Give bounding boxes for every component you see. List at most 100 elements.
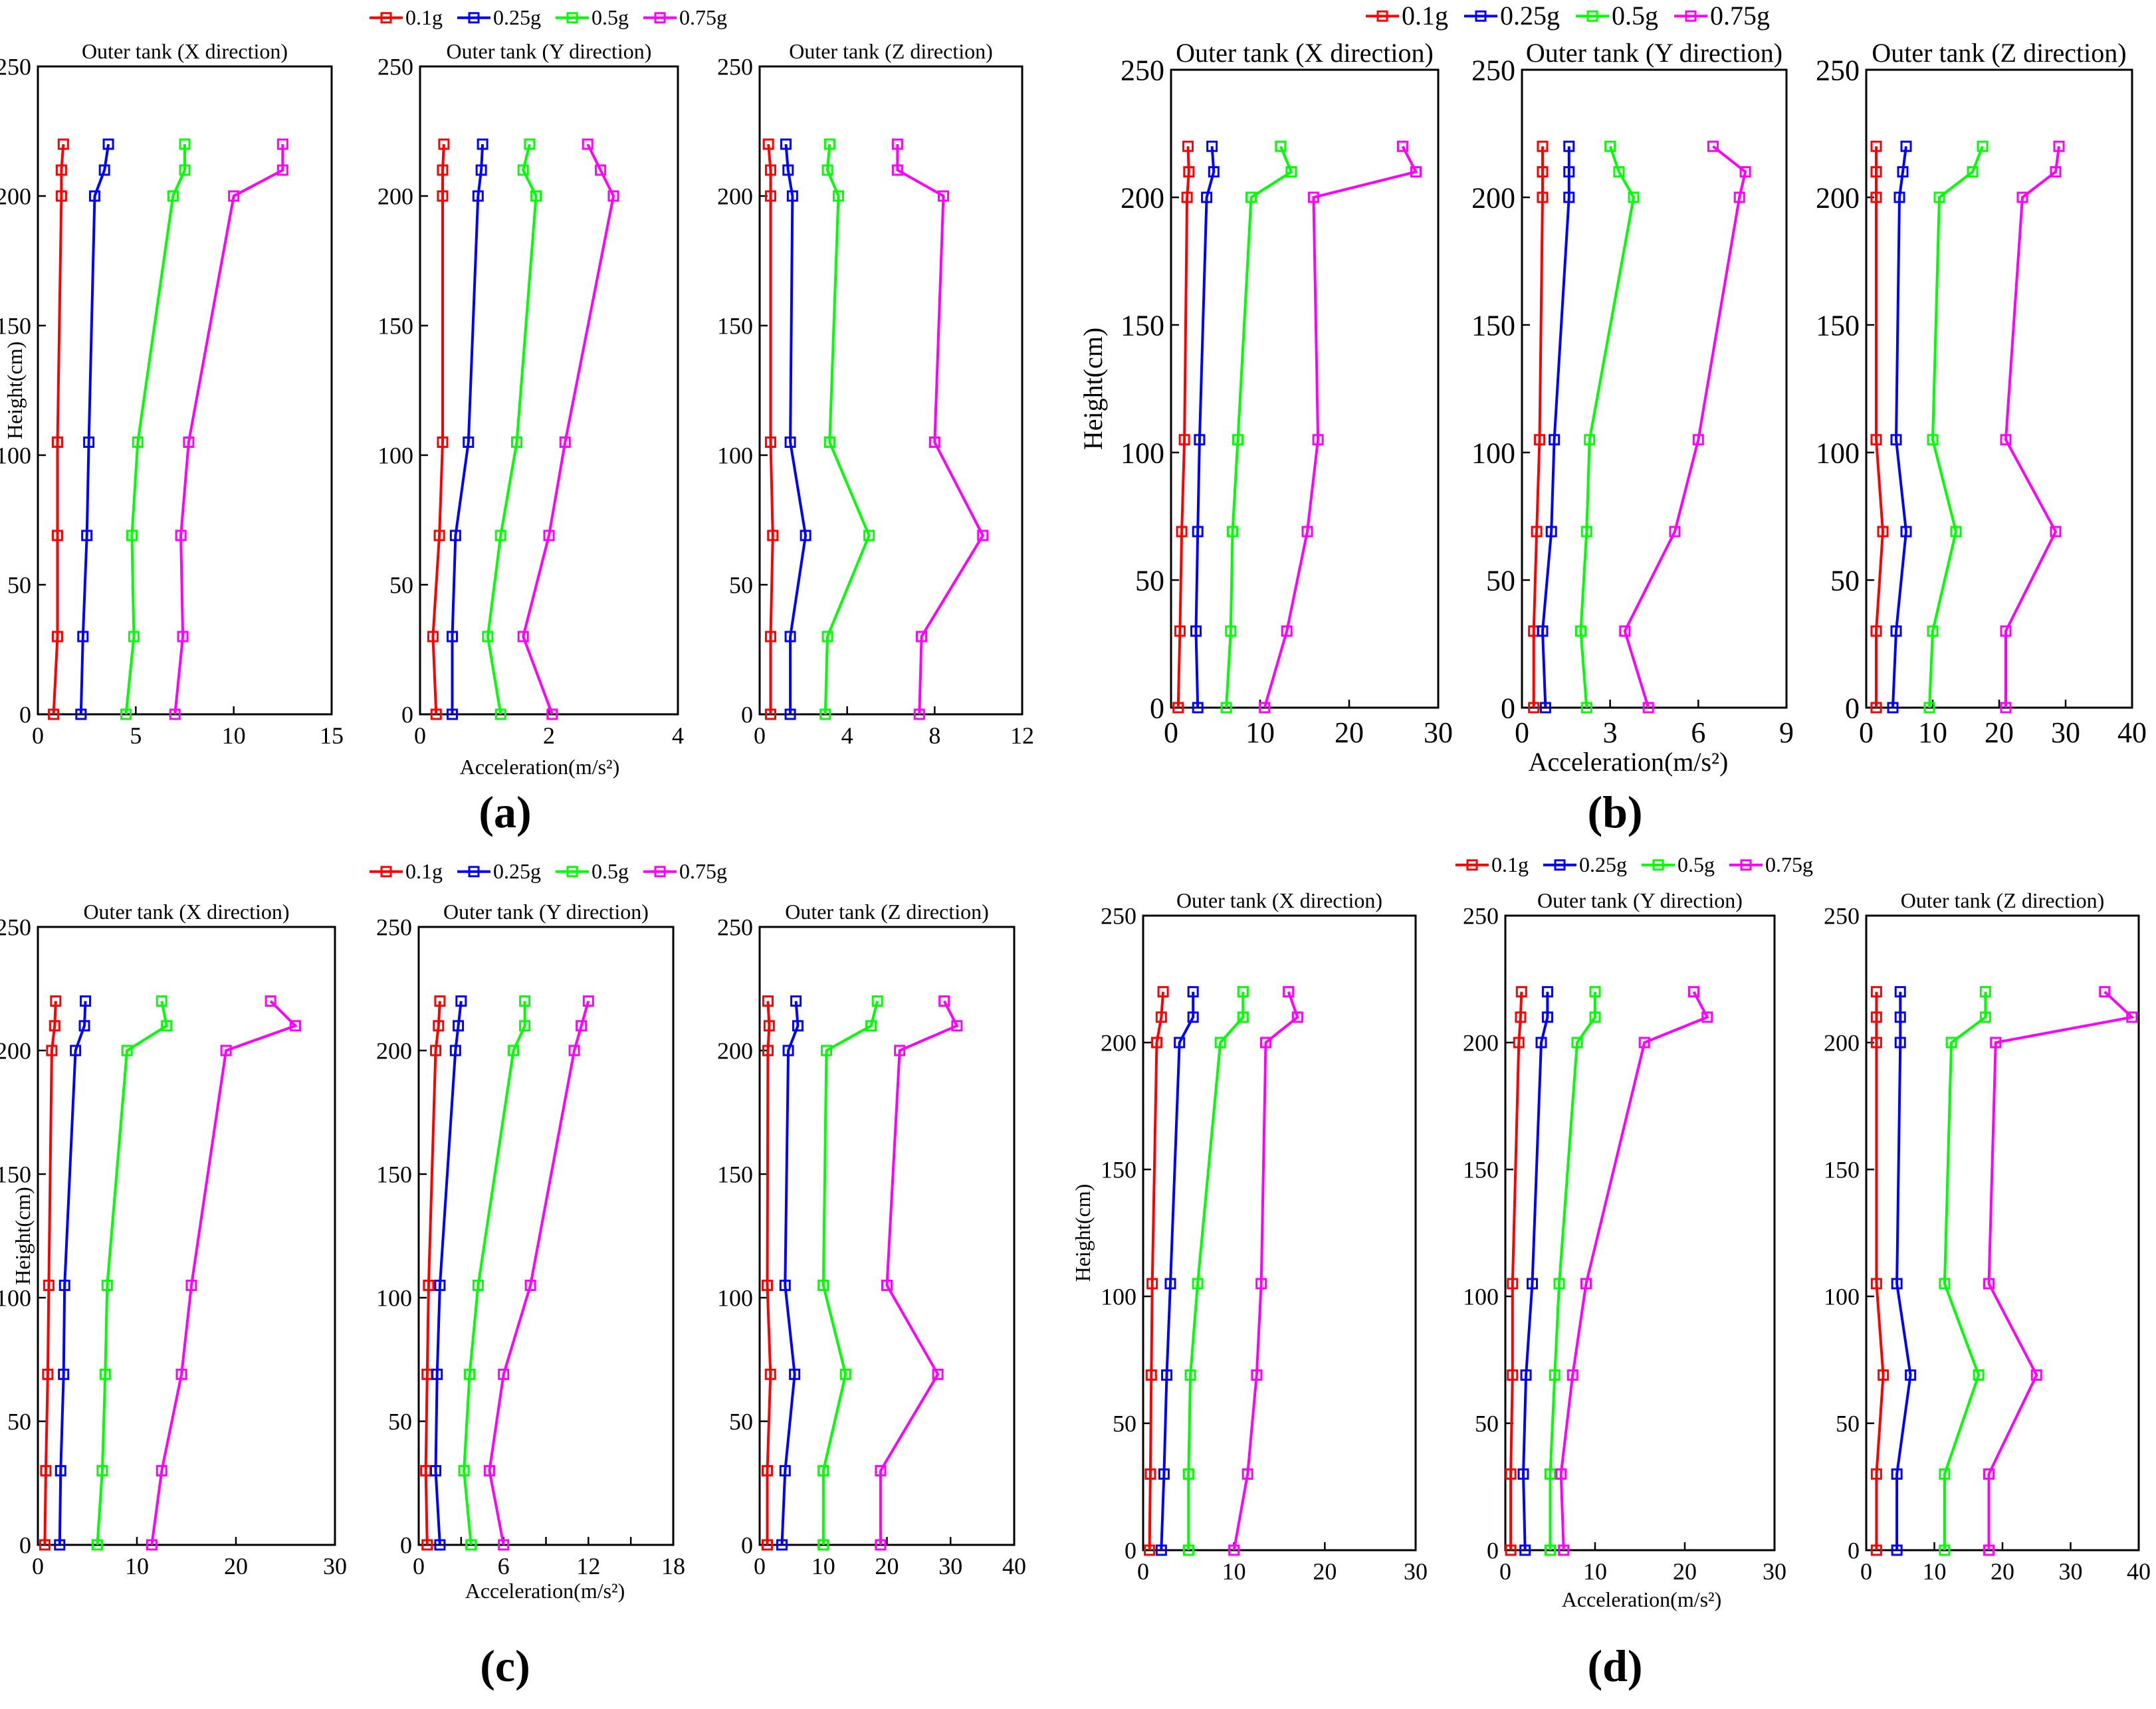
series-line (1194, 146, 1216, 708)
y-tick-label: 200 (1121, 181, 1164, 214)
data-point (99, 1368, 111, 1380)
data-point (1973, 1369, 1985, 1381)
data-point (1291, 1011, 1303, 1023)
series-0.1g (1172, 140, 1195, 714)
legend-marker (1475, 10, 1487, 22)
data-point (228, 190, 240, 202)
data-point (482, 631, 494, 643)
y-tick-label: 0 (1125, 1538, 1136, 1564)
data-point (179, 164, 191, 176)
data-point (51, 530, 63, 542)
data-point (494, 530, 506, 542)
data-point (1260, 1037, 1271, 1049)
data-point (1283, 986, 1295, 998)
x-tick-label: 0 (1860, 1558, 1872, 1585)
data-point (434, 995, 446, 1007)
y-axis-label: Height(cm) (11, 1187, 35, 1285)
data-point (1410, 166, 1422, 178)
series-0.1g (48, 138, 69, 720)
data-point (519, 1020, 531, 1032)
data-point (1549, 434, 1561, 446)
series-line (1187, 991, 1245, 1550)
data-point (1237, 1011, 1249, 1023)
data-point (762, 138, 774, 150)
data-point (477, 138, 488, 150)
data-point (823, 437, 835, 448)
data-point (1192, 1278, 1204, 1290)
y-tick-label: 200 (717, 1038, 753, 1064)
data-point (1669, 526, 1681, 538)
data-point (1182, 140, 1194, 152)
data-point (977, 530, 989, 542)
data-point (761, 1279, 773, 1291)
x-tick-label: 0 (1164, 716, 1178, 749)
data-point (1245, 191, 1257, 203)
data-point (951, 1020, 963, 1032)
data-point (1870, 166, 1882, 178)
y-tick-label: 50 (389, 572, 413, 599)
subplot-3: 0 10 20 30 40 0 50 100 150 200 250 Outer tank (Z di… (1816, 38, 2147, 749)
data-point (916, 631, 928, 643)
subplot-title: Outer tank (Y direction) (1537, 888, 1743, 912)
y-tick-label: 200 (1471, 181, 1515, 214)
data-point (1151, 1037, 1162, 1049)
y-tick-label: 200 (1463, 1030, 1499, 1056)
subplot-title: Outer tank (Y direction) (1526, 38, 1782, 68)
y-tick-label: 200 (376, 1038, 412, 1064)
legend-label: 0.25g (493, 5, 541, 29)
data-point (430, 1464, 442, 1476)
data-point (524, 1279, 536, 1291)
series-0.5g (1182, 986, 1249, 1556)
data-point (764, 631, 776, 643)
data-point (1967, 166, 1979, 178)
data-point (1237, 986, 1249, 998)
data-point (57, 138, 69, 150)
series-0.1g (1505, 986, 1527, 1556)
series-0.75g (1555, 986, 1713, 1556)
data-point (524, 138, 536, 150)
data-point (1894, 1011, 1906, 1023)
data-point (431, 1368, 443, 1380)
axes-frame (1142, 914, 1417, 1552)
data-point (54, 1464, 66, 1476)
legend-marker (1740, 859, 1752, 871)
data-point (1739, 166, 1751, 178)
x-tick-label: 10 (1918, 716, 1947, 749)
series-0.1g (762, 138, 779, 720)
data-point (156, 995, 167, 1007)
data-point (465, 1539, 477, 1551)
data-point (764, 190, 776, 202)
data-point (1174, 625, 1186, 637)
data-point (2000, 434, 2012, 446)
data-point (1891, 1278, 1903, 1290)
data-point (1192, 702, 1204, 714)
y-tick-label: 200 (0, 1038, 31, 1064)
subplot-3: 0 4 8 12 0 50 100 150 200 250 Outer tank (Z direct… (717, 39, 1034, 749)
data-point (764, 164, 776, 176)
data-point (1891, 1544, 1903, 1556)
x-tick-label: 2 (543, 722, 555, 749)
data-point (1157, 986, 1169, 998)
data-point (1182, 1468, 1194, 1480)
subplot-title: Outer tank (X direction) (1176, 888, 1382, 912)
data-point (1870, 1544, 1882, 1556)
panel-label: (a) (479, 787, 531, 837)
legend-marker (654, 12, 666, 24)
series-line (823, 144, 871, 715)
data-point (776, 1539, 788, 1551)
data-point (49, 1020, 60, 1032)
series-0.75g (169, 138, 288, 720)
y-axis-label: Height(cm) (3, 342, 27, 440)
legend-label: 0.5g (592, 5, 629, 29)
y-tick-label: 100 (376, 1285, 412, 1312)
y-tick-label: 50 (1113, 1411, 1136, 1437)
y-tick-label: 150 (1463, 1157, 1499, 1183)
data-point (1301, 526, 1313, 538)
data-point (126, 530, 138, 542)
y-tick-label: 200 (1101, 1030, 1136, 1056)
y-tick-label: 150 (1816, 309, 1860, 342)
data-point (1923, 702, 1935, 714)
series-line (522, 144, 615, 715)
series-0.25g (447, 138, 488, 720)
